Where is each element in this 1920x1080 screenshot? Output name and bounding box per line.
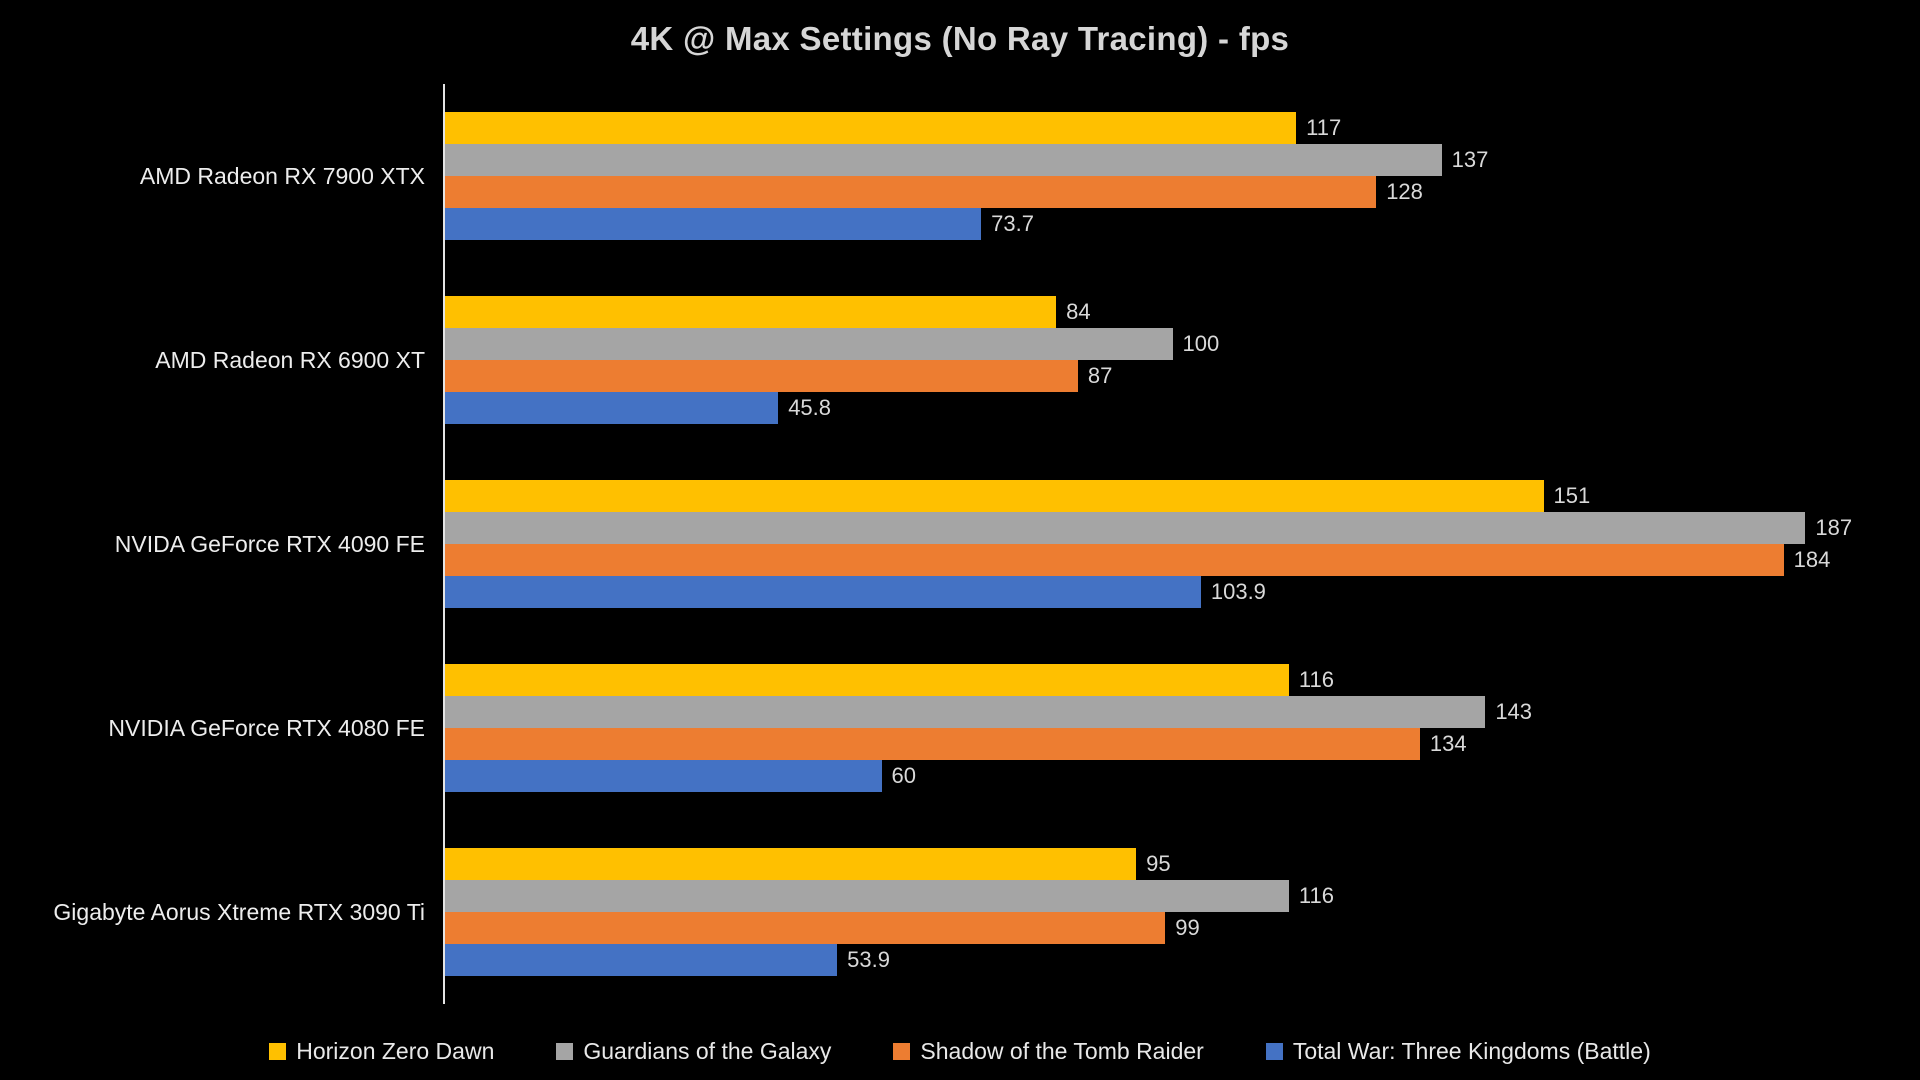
bar-value: 103.9 xyxy=(1210,579,1266,604)
bar-total-war-three-kingdoms-battle xyxy=(445,760,882,792)
bar-row: 60 xyxy=(445,760,1900,792)
bar-horizon-zero-dawn xyxy=(445,296,1057,328)
category-group-amd-radeon-rx-7900-xtx: AMD Radeon RX 7900 XTX 117 137 128 73.7 xyxy=(0,84,1900,268)
bar-guardians-of-the-galaxy xyxy=(445,696,1486,728)
bar-total-war-three-kingdoms-battle xyxy=(445,944,838,976)
bar-total-war-three-kingdoms-battle xyxy=(445,208,982,240)
bar-guardians-of-the-galaxy xyxy=(445,144,1442,176)
plot-area: AMD Radeon RX 7900 XTX 117 137 128 73.7 AMD R… xyxy=(0,84,1900,1004)
legend-item-guardians-of-the-galaxy: Guardians of the Galaxy xyxy=(556,1038,831,1065)
legend-item-total-war-three-kingdoms-battle: Total War: Three Kingdoms (Battle) xyxy=(1265,1038,1651,1065)
bar-row: 99 xyxy=(445,912,1900,944)
bar-row: 117 xyxy=(445,112,1900,144)
bar-shadow-of-the-tomb-raider xyxy=(445,176,1377,208)
legend-label: Shadow of the Tomb Raider xyxy=(920,1038,1204,1064)
category-label: AMD Radeon RX 7900 XTX xyxy=(139,162,425,189)
bar-row: 116 xyxy=(445,664,1900,696)
bar-value: 116 xyxy=(1298,667,1334,692)
bar-row: 73.7 xyxy=(445,208,1900,240)
bar-row: 53.9 xyxy=(445,944,1900,976)
bar-row: 187 xyxy=(445,512,1900,544)
bar-shadow-of-the-tomb-raider xyxy=(445,728,1420,760)
legend-label: Guardians of the Galaxy xyxy=(583,1038,832,1064)
legend-item-shadow-of-the-tomb-raider: Shadow of the Tomb Raider xyxy=(893,1038,1204,1065)
category-group-gigabyte-aorus-xtreme-rtx-3090-ti: Gigabyte Aorus Xtreme RTX 3090 Ti 95 116 99… xyxy=(0,820,1900,1004)
category-label: NVIDIA GeForce RTX 4080 FE xyxy=(108,714,425,741)
bar-value: 151 xyxy=(1553,483,1591,508)
legend-swatch-icon xyxy=(269,1043,287,1060)
bar-row: 143 xyxy=(445,696,1900,728)
bar-row: 103.9 xyxy=(445,576,1900,608)
category-group-nvida-geforce-rtx-4090-fe: NVIDA GeForce RTX 4090 FE 151 187 184 103.9 xyxy=(0,452,1900,636)
bar-group: 117 137 128 73.7 xyxy=(443,84,1900,268)
bar-total-war-three-kingdoms-battle xyxy=(445,576,1201,608)
category-group-nvidia-geforce-rtx-4080-fe: NVIDIA GeForce RTX 4080 FE 116 143 134 60 xyxy=(0,636,1900,820)
bar-shadow-of-the-tomb-raider xyxy=(445,360,1078,392)
category-label: AMD Radeon RX 6900 XT xyxy=(155,346,425,373)
legend-item-horizon-zero-dawn: Horizon Zero Dawn xyxy=(269,1038,494,1065)
bar-group: 116 143 134 60 xyxy=(443,636,1900,820)
legend-swatch-icon xyxy=(556,1043,574,1060)
bar-value: 84 xyxy=(1066,299,1091,324)
legend-swatch-icon xyxy=(893,1043,911,1060)
bar-value: 128 xyxy=(1386,179,1423,204)
bar-value: 184 xyxy=(1793,547,1831,572)
bar-row: 134 xyxy=(445,728,1900,760)
bar-value: 116 xyxy=(1298,883,1334,908)
bar-value: 134 xyxy=(1429,731,1467,756)
bar-value: 73.7 xyxy=(991,211,1034,236)
bar-guardians-of-the-galaxy xyxy=(445,512,1806,544)
bar-row: 45.8 xyxy=(445,392,1900,424)
bar-value: 100 xyxy=(1182,331,1220,356)
bar-total-war-three-kingdoms-battle xyxy=(445,392,779,424)
category-label: Gigabyte Aorus Xtreme RTX 3090 Ti xyxy=(53,898,425,925)
legend-swatch-icon xyxy=(1265,1043,1283,1060)
bar-horizon-zero-dawn xyxy=(445,112,1297,144)
bar-group: 84 100 87 45.8 xyxy=(443,268,1900,452)
bar-value: 45.8 xyxy=(788,395,832,420)
bar-horizon-zero-dawn xyxy=(445,664,1289,696)
bar-value: 95 xyxy=(1146,851,1171,876)
bar-group: 95 116 99 53.9 xyxy=(443,820,1900,1004)
bar-value: 143 xyxy=(1495,699,1533,724)
bar-value: 137 xyxy=(1451,147,1489,172)
bar-row: 84 xyxy=(445,296,1900,328)
bar-horizon-zero-dawn xyxy=(445,848,1137,880)
bar-horizon-zero-dawn xyxy=(445,480,1544,512)
legend-label: Horizon Zero Dawn xyxy=(296,1038,495,1064)
bar-value: 117 xyxy=(1306,115,1342,140)
bar-value: 187 xyxy=(1815,515,1853,540)
bar-value: 87 xyxy=(1087,363,1113,388)
bar-row: 116 xyxy=(445,880,1900,912)
category-label: NVIDA GeForce RTX 4090 FE xyxy=(114,530,425,557)
category-group-amd-radeon-rx-6900-xt: AMD Radeon RX 6900 XT 84 100 87 45.8 xyxy=(0,268,1900,452)
bar-shadow-of-the-tomb-raider xyxy=(445,912,1166,944)
bar-row: 137 xyxy=(445,144,1900,176)
bar-guardians-of-the-galaxy xyxy=(445,880,1289,912)
bar-value: 53.9 xyxy=(847,947,890,972)
bar-group: 151 187 184 103.9 xyxy=(443,452,1900,636)
bar-row: 128 xyxy=(445,176,1900,208)
chart-title: 4K @ Max Settings (No Ray Tracing) - fps xyxy=(630,20,1290,57)
legend-label: Total War: Three Kingdoms (Battle) xyxy=(1292,1038,1651,1064)
bar-row: 95 xyxy=(445,848,1900,880)
bar-value: 60 xyxy=(891,763,916,788)
legend: Horizon Zero Dawn Guardians of the Galaxy… xyxy=(0,1038,1920,1065)
bar-row: 100 xyxy=(445,328,1900,360)
bar-row: 87 xyxy=(445,360,1900,392)
bar-value: 99 xyxy=(1175,915,1200,940)
bar-row: 184 xyxy=(445,544,1900,576)
bar-guardians-of-the-galaxy xyxy=(445,328,1173,360)
bar-shadow-of-the-tomb-raider xyxy=(445,544,1784,576)
bar-row: 151 xyxy=(445,480,1900,512)
